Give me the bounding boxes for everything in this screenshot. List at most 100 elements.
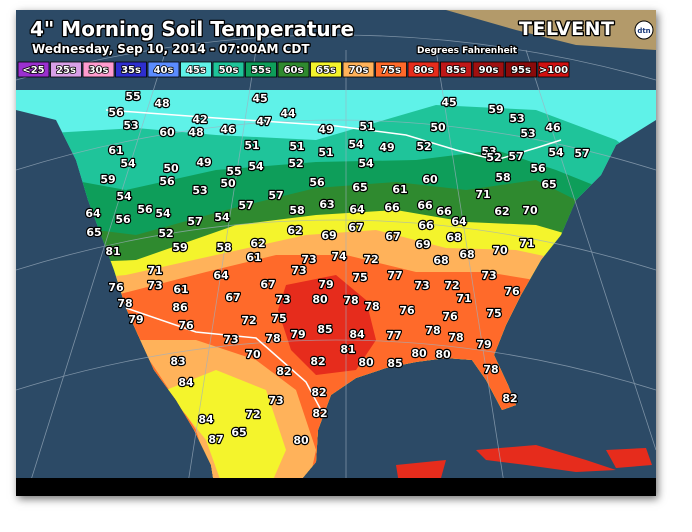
station-value: 54 <box>214 211 230 224</box>
station-value: 66 <box>417 199 433 212</box>
station-value: 73 <box>481 269 496 282</box>
station-value: 79 <box>476 338 491 351</box>
station-value: 69 <box>415 238 430 251</box>
station-value: 57 <box>508 150 523 163</box>
graticule <box>16 34 656 496</box>
legend-swatch <box>115 61 147 78</box>
legend-label: >100 <box>539 65 568 76</box>
legend-swatch <box>440 61 472 78</box>
station-value: 46 <box>220 123 236 136</box>
station-value: 85 <box>387 357 402 370</box>
station-value: 56 <box>137 203 153 216</box>
station-value: 64 <box>451 215 467 228</box>
station-value: 80 <box>312 293 328 306</box>
station-value: 71 <box>519 237 534 250</box>
legend-swatch <box>505 61 537 78</box>
station-value: 62 <box>250 237 265 250</box>
legend-label: 40s <box>154 65 174 76</box>
station-value: 73 <box>291 264 306 277</box>
station-value: 57 <box>574 147 589 160</box>
station-value: 51 <box>289 140 304 153</box>
station-value: 49 <box>196 156 211 169</box>
station-value: 70 <box>522 204 538 217</box>
station-value: 52 <box>486 151 501 164</box>
borders <box>105 109 562 411</box>
station-value: 82 <box>502 392 517 405</box>
station-value: 75 <box>271 312 286 325</box>
station-value: 80 <box>411 347 427 360</box>
station-value: 75 <box>486 307 501 320</box>
legend-swatch <box>342 61 375 78</box>
legend-swatch <box>82 61 115 78</box>
station-value: 78 <box>448 331 463 344</box>
legend-label: 45s <box>186 65 206 76</box>
station-value: 67 <box>225 291 240 304</box>
station-value: 51 <box>244 139 259 152</box>
legend-swatch <box>375 61 407 78</box>
station-value: 50 <box>163 162 179 175</box>
station-value: 64 <box>349 203 365 216</box>
station-value: 50 <box>220 177 236 190</box>
station-value: 62 <box>287 224 302 237</box>
station-value: 61 <box>246 251 261 264</box>
station-value: 70 <box>492 244 508 257</box>
station-value: 45 <box>441 96 456 109</box>
station-value: 83 <box>170 355 185 368</box>
station-value: 79 <box>128 313 143 326</box>
station-value: 53 <box>481 145 496 158</box>
station-value: 49 <box>318 123 333 136</box>
station-value: 57 <box>238 199 253 212</box>
station-value: 79 <box>290 328 305 341</box>
station-value: 82 <box>310 355 325 368</box>
station-value: 84 <box>198 413 214 426</box>
map: 4" Morning Soil Temperature Wednesday, S… <box>16 10 656 496</box>
legend-label: 85s <box>446 65 466 76</box>
legend-label: 30s <box>89 65 109 76</box>
station-value: 58 <box>495 171 510 184</box>
station-value: 85 <box>317 323 332 336</box>
station-value: 56 <box>309 176 325 189</box>
station-value: 53 <box>123 119 138 132</box>
station-value: 53 <box>192 184 207 197</box>
title: 4" Morning Soil Temperature <box>30 17 354 41</box>
legend-label: 60s <box>284 65 304 76</box>
hispaniola <box>606 448 652 468</box>
station-value: 48 <box>154 97 169 110</box>
units-note: Degrees Fahrenheit <box>417 46 518 56</box>
legend-label: 55s <box>251 65 271 76</box>
station-value: 45 <box>252 92 267 105</box>
station-value: 74 <box>331 250 347 263</box>
greenland <box>446 10 656 50</box>
legend-label: 70s <box>349 65 369 76</box>
station-value: 78 <box>343 294 358 307</box>
station-value: 73 <box>275 293 290 306</box>
legend-swatch <box>407 61 440 78</box>
station-value: 62 <box>494 205 509 218</box>
legend-swatch <box>277 61 310 78</box>
station-value: 48 <box>188 126 203 139</box>
station-value: 54 <box>358 157 374 170</box>
station-value: 42 <box>192 113 207 126</box>
station-value: 68 <box>459 248 474 261</box>
legend-swatch <box>180 61 212 78</box>
station-value: 56 <box>530 162 546 175</box>
station-value: 53 <box>520 127 535 140</box>
station-value: 71 <box>147 264 162 277</box>
station-value: 72 <box>245 408 260 421</box>
station-value: 80 <box>435 348 451 361</box>
station-value: 73 <box>223 333 238 346</box>
station-value: 71 <box>456 292 471 305</box>
station-value: 64 <box>213 269 229 282</box>
station-value: 84 <box>349 328 365 341</box>
station-value: 76 <box>108 281 124 294</box>
station-value: 67 <box>348 221 363 234</box>
station-value: 49 <box>379 141 394 154</box>
station-value: 76 <box>442 310 458 323</box>
station-value: 68 <box>433 254 448 267</box>
station-value: 60 <box>159 126 175 139</box>
subtitle: Wednesday, Sep 10, 2014 - 07:00AM CDT <box>32 42 310 56</box>
station-value: 58 <box>216 241 231 254</box>
station-value: 59 <box>100 173 115 186</box>
legend-swatch <box>50 61 82 78</box>
